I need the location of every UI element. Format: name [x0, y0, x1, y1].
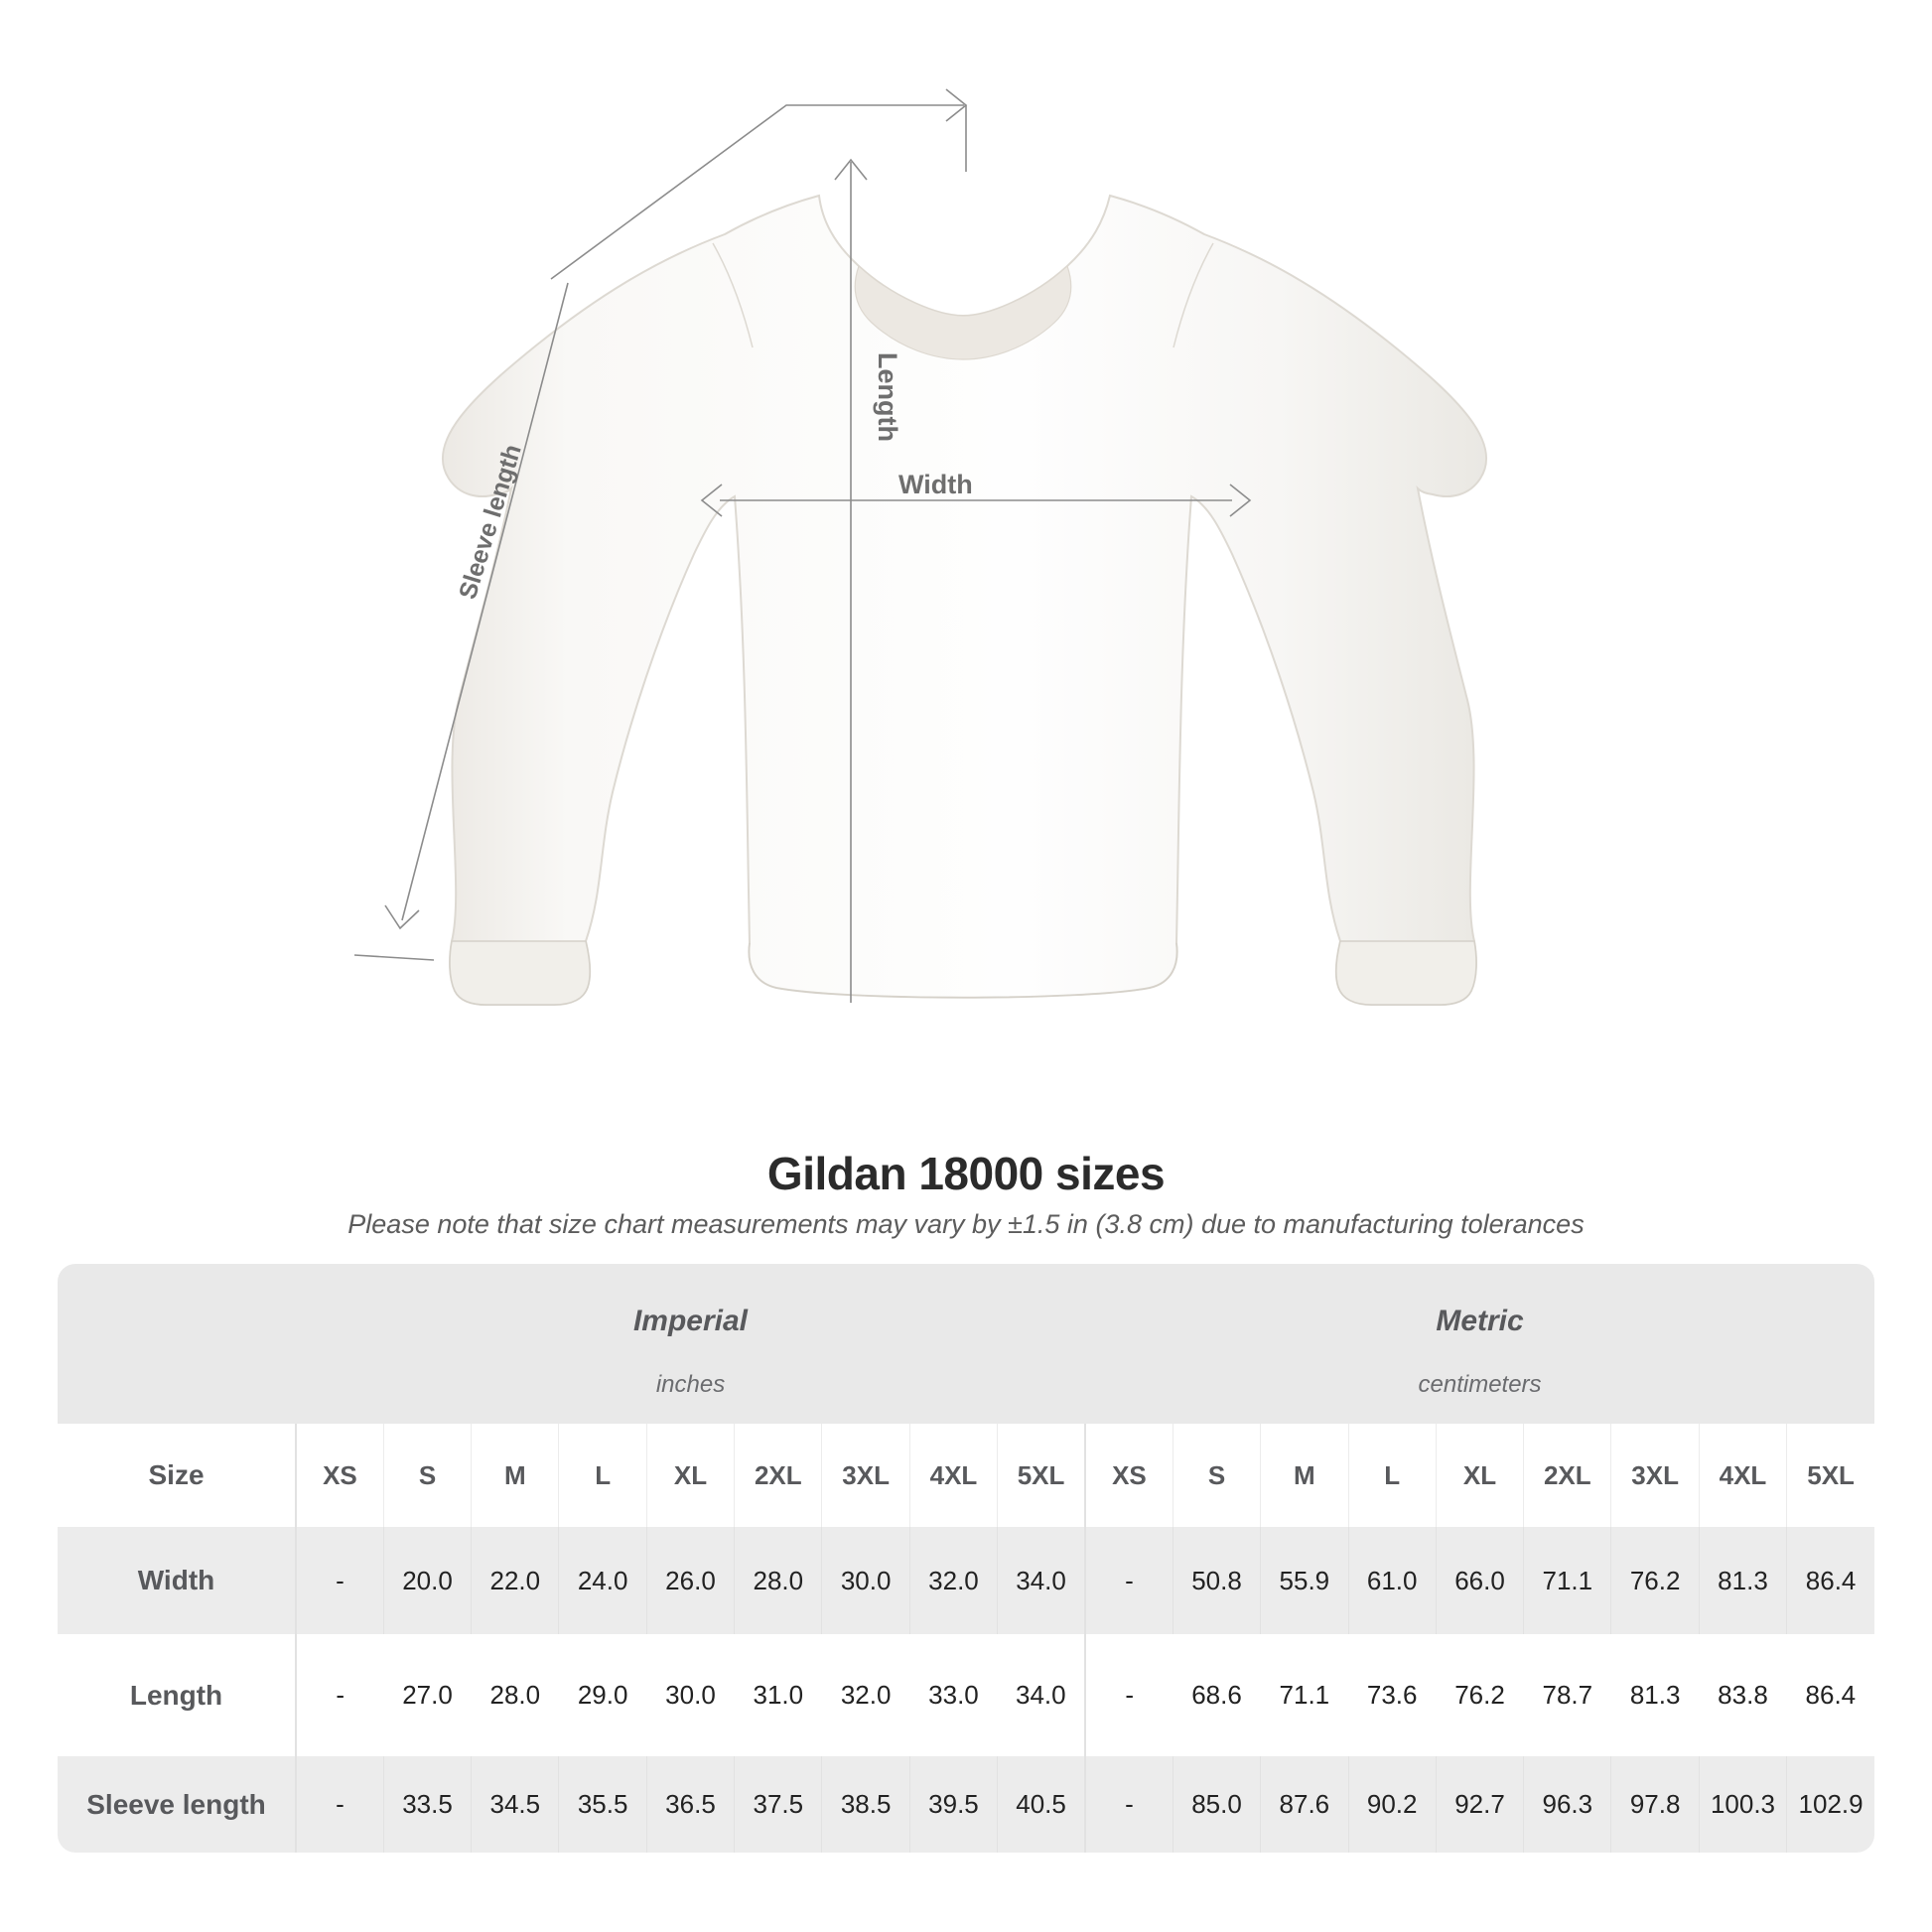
svg-text:Width: Width [898, 470, 973, 499]
svg-text:Length: Length [873, 352, 902, 442]
